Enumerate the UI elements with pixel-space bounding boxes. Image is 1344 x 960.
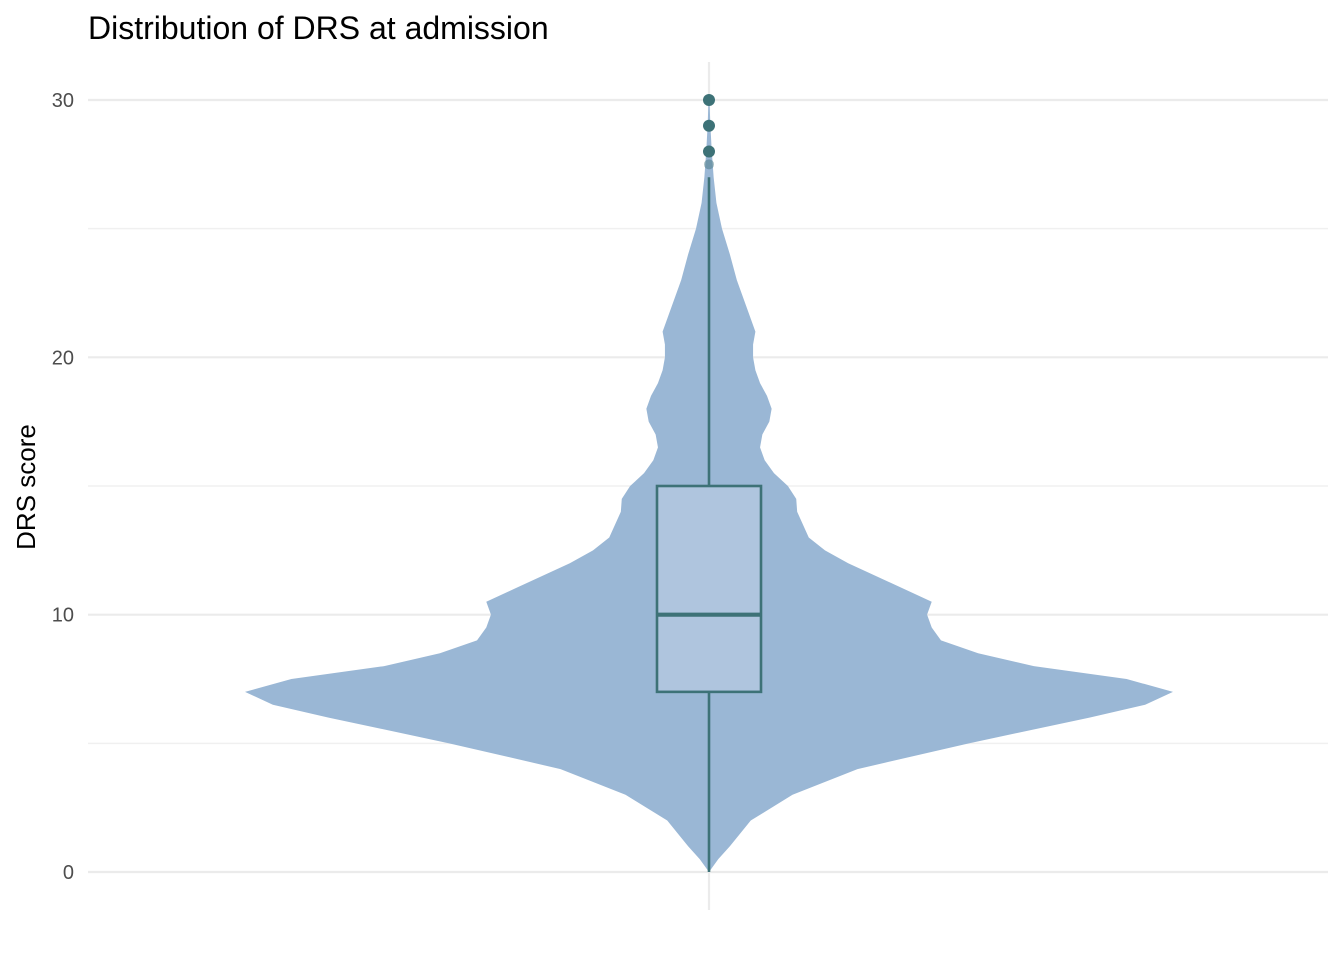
chart-title: Distribution of DRS at admission bbox=[88, 10, 549, 46]
y-tick-label: 0 bbox=[63, 862, 74, 884]
outlier-point bbox=[703, 119, 715, 132]
y-axis-title: DRS score bbox=[11, 424, 41, 550]
y-tick-label: 30 bbox=[52, 90, 74, 112]
y-tick-label: 10 bbox=[52, 605, 74, 627]
outlier-point bbox=[703, 94, 715, 106]
axis-layer: 0 10 20 30 bbox=[52, 90, 74, 884]
outlier-point bbox=[704, 159, 714, 170]
boxplot-layer bbox=[655, 94, 763, 872]
box-iqr bbox=[655, 484, 763, 694]
y-tick-label: 20 bbox=[52, 347, 74, 369]
outlier-point bbox=[703, 145, 715, 158]
